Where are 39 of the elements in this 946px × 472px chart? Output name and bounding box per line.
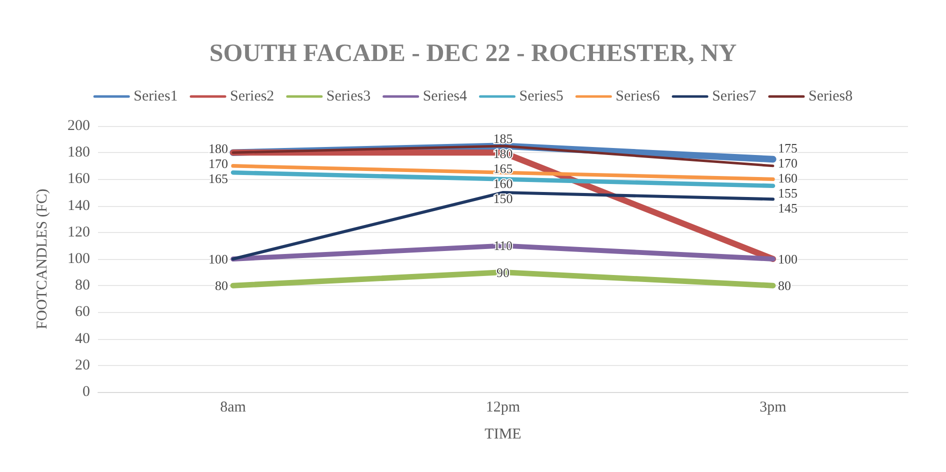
data-label: 185	[493, 131, 513, 146]
y-tick-label: 40	[75, 330, 90, 347]
y-tick-label: 120	[68, 224, 90, 240]
data-label: 170	[208, 156, 228, 172]
y-tick-label: 140	[68, 198, 90, 214]
x-axis-title: TIME	[484, 426, 522, 442]
legend-label: Series4	[422, 88, 468, 104]
chart-title: SOUTH FACADE - DEC 22 - ROCHESTER, NY	[209, 40, 737, 67]
data-label: 170	[778, 155, 798, 170]
y-tick-label: 100	[68, 251, 90, 267]
legend-label: Series7	[712, 88, 757, 104]
legend-label: Series8	[808, 88, 853, 104]
x-tick-label: 8am	[220, 400, 246, 416]
data-label: 175	[778, 140, 798, 156]
x-tick-label: 12pm	[486, 400, 520, 416]
data-label: 165	[208, 171, 228, 186]
y-tick-label: 160	[68, 171, 90, 188]
legend-label: Series2	[230, 88, 274, 104]
legend-label: Series1	[134, 88, 178, 104]
y-tick-label: 60	[75, 304, 90, 320]
y-tick-label: 80	[75, 278, 90, 294]
y-axis-title: FOOTCANDLES (FC)	[34, 188, 50, 330]
x-tick-label: 3pm	[760, 400, 787, 416]
data-label: 100	[778, 252, 798, 266]
data-label: 100	[208, 252, 228, 266]
y-tick-label: 20	[75, 357, 90, 374]
legend-label: Series5	[519, 88, 564, 104]
y-tick-label: 180	[68, 144, 90, 161]
data-label: 80	[215, 278, 228, 294]
data-label: 155	[778, 185, 798, 200]
data-label: 160	[778, 170, 798, 186]
y-tick-label: 0	[82, 384, 90, 400]
data-label: 80	[778, 278, 791, 294]
legend-label: Series6	[616, 88, 660, 104]
data-label: 180	[208, 141, 228, 156]
legend-label: Series3	[326, 88, 371, 104]
data-label: 145	[778, 200, 798, 216]
data-label: 150	[493, 191, 513, 206]
y-tick-label: 200	[68, 118, 90, 134]
